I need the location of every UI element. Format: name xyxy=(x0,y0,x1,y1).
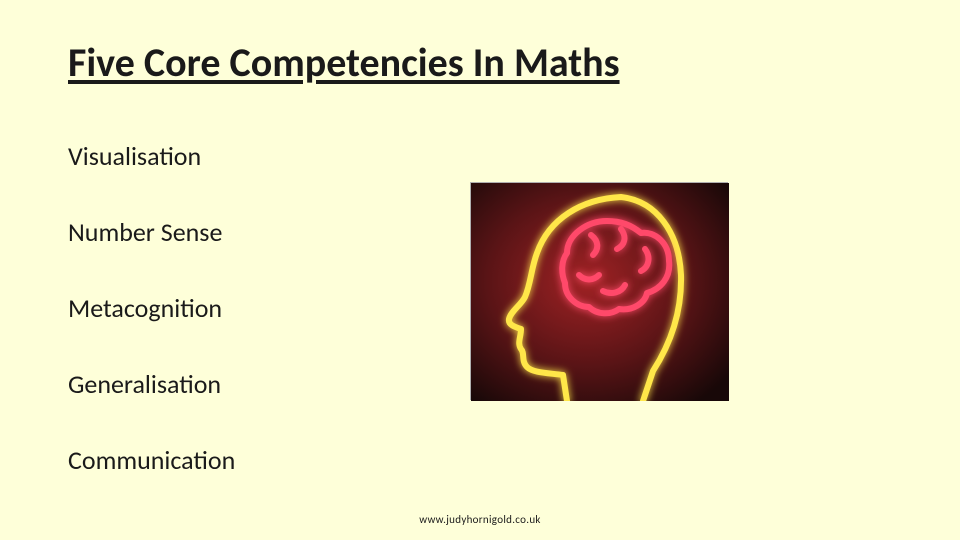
footer-url: www.judyhornigold.co.uk xyxy=(419,513,540,526)
list-item: Visualisation xyxy=(68,140,235,172)
neon-head-svg xyxy=(471,183,729,401)
head-brain-image xyxy=(470,182,728,400)
competency-list: Visualisation Number Sense Metacognition… xyxy=(68,140,235,476)
list-item: Generalisation xyxy=(68,368,235,400)
slide-title: Five Core Competencies In Maths xyxy=(68,38,620,87)
list-item: Number Sense xyxy=(68,216,235,248)
list-item: Metacognition xyxy=(68,292,235,324)
list-item: Communication xyxy=(68,444,235,476)
